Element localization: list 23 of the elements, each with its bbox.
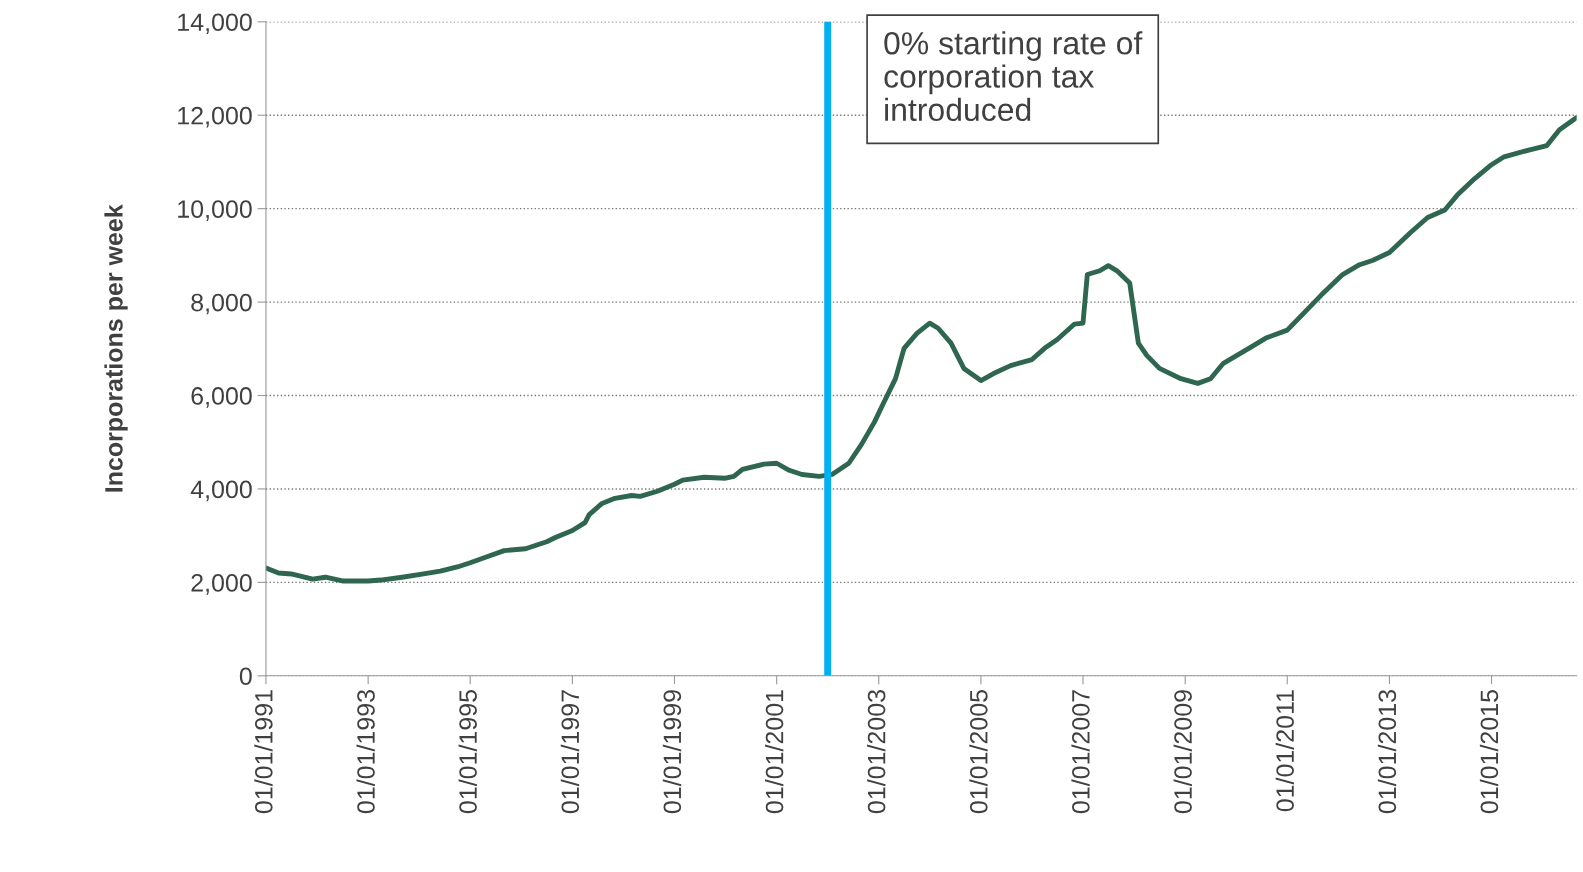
x-tick-label: 01/01/2001 bbox=[765, 690, 784, 814]
x-tick-label: 01/01/2011 bbox=[1275, 690, 1294, 812]
ref-line-label: 0% starting rate of corporation tax introduced bbox=[884, 31, 1143, 122]
x-tick-label: 01/01/1991 bbox=[254, 690, 273, 814]
y-tick-label: 4,000 bbox=[190, 480, 252, 502]
x-tick-label: 01/01/1997 bbox=[560, 690, 580, 814]
y-axis-title: Incorporations per week bbox=[104, 204, 128, 492]
x-tick-label: 01/01/2007 bbox=[1071, 690, 1090, 814]
x-tick-label: 01/01/1999 bbox=[662, 690, 682, 814]
y-tick-label: 2,000 bbox=[191, 573, 252, 595]
x-tick-label: 01/01/1993 bbox=[356, 690, 375, 814]
x-tick-label: 01/01/1995 bbox=[458, 690, 477, 814]
x-tick-label: 01/01/2009 bbox=[1173, 690, 1192, 814]
y-tick-label: 12,000 bbox=[178, 106, 252, 128]
y-tick-label: 10,000 bbox=[178, 200, 252, 221]
y-tick-label: 8,000 bbox=[191, 293, 252, 315]
x-tick-label: 01/01/2005 bbox=[969, 690, 988, 814]
y-tick-label: 6,000 bbox=[191, 387, 252, 408]
x-tick-label: 01/01/2013 bbox=[1377, 690, 1397, 814]
y-tick-label: 14,000 bbox=[178, 13, 252, 35]
x-tick-label: 01/01/2003 bbox=[867, 690, 886, 814]
y-tick-label: 0 bbox=[239, 667, 252, 686]
x-tick-label: 01/01/2015 bbox=[1479, 690, 1499, 814]
